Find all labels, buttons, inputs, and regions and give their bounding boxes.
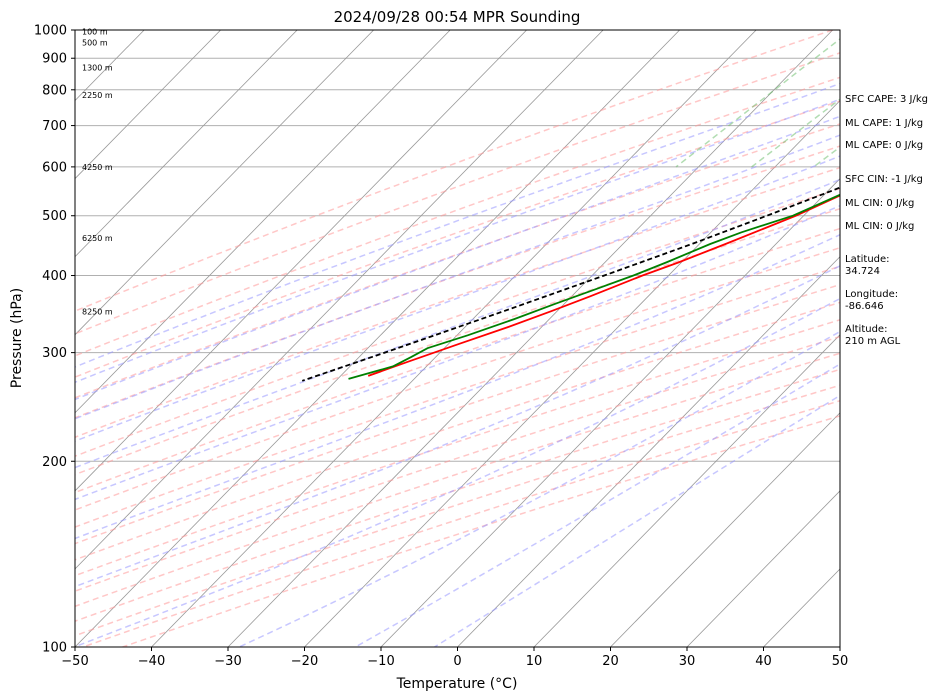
y-tick-label: 400: [42, 269, 67, 284]
isotherm-line: [151, 30, 757, 647]
chart-title: 2024/09/28 00:54 MPR Sounding: [334, 8, 581, 26]
isotherm-line: [227, 30, 833, 647]
height-label: 2250 m: [82, 91, 113, 100]
y-tick-label: 700: [42, 119, 67, 134]
moist-adiabat-line: [75, 155, 840, 442]
isotherm-line: [610, 412, 840, 647]
x-axis: −50 −40 −30 −20 −10 0 10 20 30 40 50: [61, 647, 848, 669]
isotherm-line: [75, 30, 221, 180]
y-tick-label: 200: [42, 455, 67, 470]
dewpoint-line: [348, 193, 840, 380]
moist-adiabat-line: [75, 115, 840, 401]
isotherm-line: [75, 30, 680, 647]
y-tick-label: 900: [42, 52, 67, 67]
plot-area: [75, 30, 840, 647]
altitude-value: 210 m AGL: [845, 336, 901, 347]
x-tick-label: 40: [755, 654, 772, 669]
dry-adiabat-line: [75, 318, 840, 577]
moist-adiabat-line: [75, 265, 840, 588]
moist-adiabat-line: [355, 363, 840, 647]
sfc-cape-text: SFC CAPE: 3 J/kg: [845, 94, 928, 105]
y-tick-label: 1000: [34, 24, 67, 39]
isotherm-line: [75, 30, 604, 570]
dry-adiabat-line: [75, 227, 840, 494]
x-tick-label: −20: [291, 654, 318, 669]
x-tick-label: 20: [602, 654, 619, 669]
isotherm-line: [457, 256, 840, 647]
x-tick-label: 0: [453, 654, 461, 669]
isotherm-line: [75, 30, 527, 492]
moist-adiabats: [75, 82, 840, 647]
moist-adiabat-line: [75, 98, 840, 384]
mixing-ratio-lines: [675, 38, 840, 168]
x-axis-label: Temperature (°C): [396, 676, 518, 692]
y-axis: 100 200 300 400 500 600 700 800 900 1000: [34, 24, 75, 656]
dry-adiabat-line: [75, 207, 840, 476]
parcel-line: [301, 186, 840, 382]
dry-adiabat-line: [75, 384, 840, 637]
height-labels: 8250 m 6250 m 4250 m 2250 m 1300 m 500 m 100 m: [82, 27, 113, 316]
latitude-label: Latitude:: [845, 254, 890, 265]
height-label: 500 m: [82, 38, 108, 47]
y-tick-label: 500: [42, 209, 67, 224]
ml-cape-text: ML CAPE: 1 J/kg: [845, 118, 923, 129]
temperature-line: [367, 194, 840, 377]
isotherm-line: [304, 99, 840, 647]
isotherm-line: [75, 30, 298, 258]
height-label: 4250 m: [82, 163, 113, 172]
moist-adiabat-line: [75, 297, 840, 647]
ml-cape-text: ML CAPE: 0 J/kg: [845, 140, 923, 151]
x-tick-label: 10: [526, 654, 543, 669]
series-lines: [301, 186, 840, 382]
moist-adiabat-line: [75, 233, 840, 540]
x-tick-label: 50: [832, 654, 849, 669]
longitude-label: Longitude:: [845, 289, 898, 300]
ml-cin-text: ML CIN: 0 J/kg: [845, 221, 914, 232]
ml-cin-text: ML CIN: 0 J/kg: [845, 198, 914, 209]
height-label: 6250 m: [82, 234, 113, 243]
dry-adiabat-line: [75, 123, 840, 399]
moist-adiabat-line: [75, 82, 840, 368]
dry-adiabat-line: [75, 352, 840, 608]
isotherm-line: [686, 490, 840, 647]
sfc-cin-text: SFC CIN: -1 J/kg: [845, 174, 923, 185]
dry-adiabat-line: [75, 265, 840, 528]
isobar-gridlines: [75, 30, 840, 647]
height-label: 100 m: [82, 27, 108, 36]
mixing-ratio-line: [675, 38, 840, 168]
isotherm-line: [380, 178, 840, 647]
height-label: 1300 m: [82, 63, 113, 72]
x-tick-label: −50: [61, 654, 88, 669]
height-label: 8250 m: [82, 307, 113, 316]
dry-adiabat-line: [75, 166, 840, 439]
dry-adiabat-line: [75, 100, 840, 378]
stats-panel: SFC CAPE: 3 J/kg ML CAPE: 1 J/kg ML CAPE…: [845, 94, 928, 347]
longitude-value: -86.646: [845, 301, 884, 312]
latitude-value: 34.724: [845, 266, 880, 277]
y-tick-label: 600: [42, 160, 67, 175]
moist-adiabat-line: [75, 204, 840, 501]
x-tick-label: −40: [138, 654, 165, 669]
x-tick-label: 30: [679, 654, 696, 669]
altitude-label: Altitude:: [845, 324, 887, 335]
dry-adiabat-line: [75, 301, 840, 561]
isotherm-line: [75, 30, 374, 336]
moist-adiabat-line: [238, 330, 840, 647]
dry-adiabat-line: [75, 145, 840, 419]
x-tick-label: −10: [367, 654, 394, 669]
dry-adiabats: [75, 30, 840, 647]
dry-adiabat-line: [82, 399, 840, 647]
y-axis-label: Pressure (hPa): [9, 288, 25, 388]
y-tick-label: 800: [42, 83, 67, 98]
dry-adiabat-line: [75, 30, 833, 312]
y-tick-label: 100: [42, 641, 67, 656]
x-tick-label: −30: [214, 654, 241, 669]
y-tick-label: 300: [42, 346, 67, 361]
